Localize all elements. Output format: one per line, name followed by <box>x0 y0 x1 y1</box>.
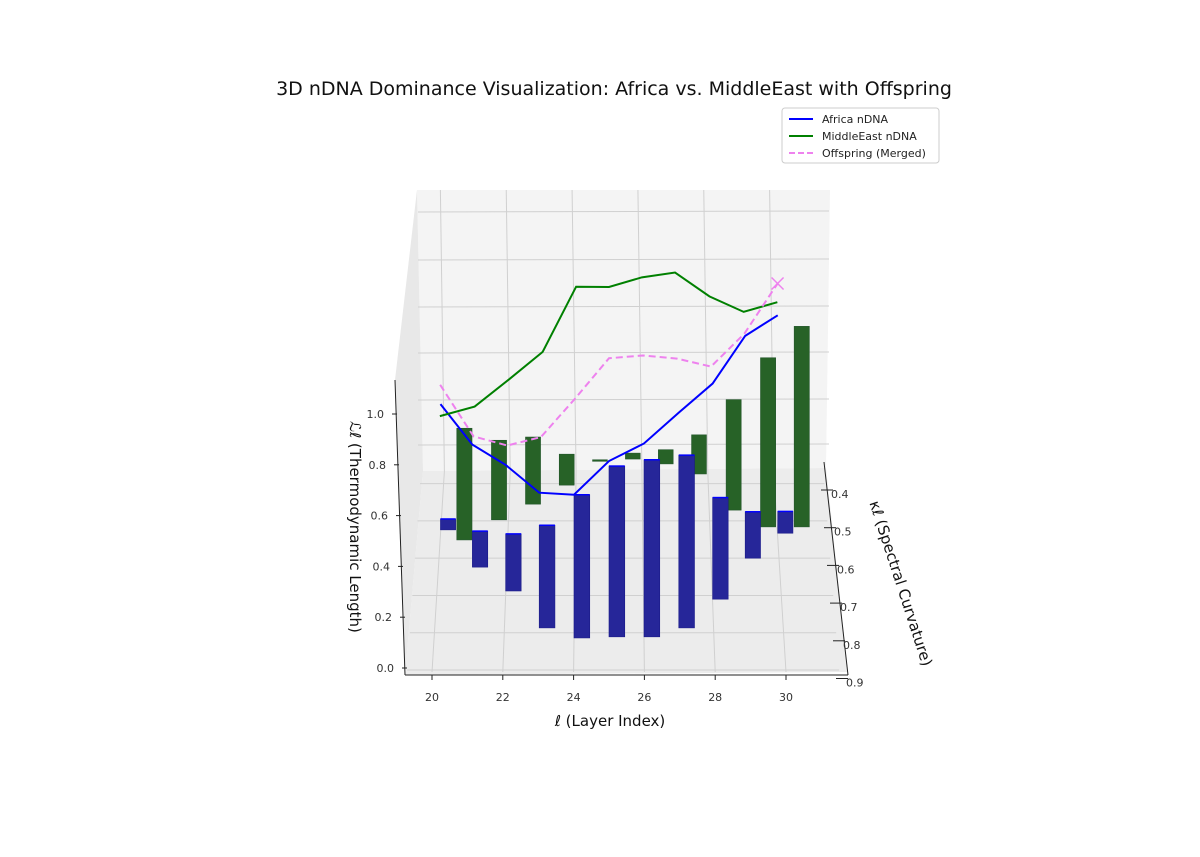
bars <box>440 326 810 639</box>
bar-middleeast-20 <box>456 427 473 541</box>
legend-label-africa: Africa nDNA <box>822 113 889 126</box>
y-tick-label: 0.4 <box>831 488 849 501</box>
bar-africa-27 <box>678 454 695 629</box>
bar-middleeast-23 <box>558 453 575 486</box>
x-axis-label: ℓ (Layer Index) <box>554 712 666 730</box>
x-tick-label: 20 <box>425 691 439 704</box>
bar-middleeast-30 <box>793 326 810 528</box>
y-tick-label: 0.7 <box>840 601 858 614</box>
offspring-end-marker <box>771 276 785 291</box>
y-tick-label: 0.8 <box>843 639 861 652</box>
bar-middleeast-28 <box>725 399 742 511</box>
z-tick-label: 0.2 <box>375 611 393 624</box>
bar-middleeast-25 <box>625 452 641 460</box>
bar-africa-29 <box>744 511 761 559</box>
bar-africa-30 <box>777 511 794 534</box>
bar-middleeast-29 <box>760 357 776 528</box>
z-tick-label: 0.0 <box>377 662 395 675</box>
grid-line <box>417 258 830 261</box>
grid-line <box>417 351 830 354</box>
x-tick-label: 22 <box>496 691 510 704</box>
bar-middleeast-22 <box>525 436 541 505</box>
legend: Africa nDNA MiddleEast nDNA Offspring (M… <box>781 107 940 164</box>
grid-line <box>505 189 511 472</box>
side-pane <box>395 190 423 675</box>
series-lines <box>439 271 785 496</box>
legend-label-middleeast: MiddleEast nDNA <box>822 130 917 143</box>
x-tick-label: 30 <box>779 691 793 704</box>
chart-title: 3D nDNA Dominance Visualization: Africa … <box>276 78 952 100</box>
grid-line <box>571 189 577 472</box>
bar-africa-26 <box>643 459 661 638</box>
series-line-1 <box>439 271 778 418</box>
floor-pane <box>405 468 848 675</box>
axes: 20 22 24 26 28 30 0.4 0.5 0.6 0.7 0.8 0.9 0.0 0.2 0.4 0… <box>367 379 864 704</box>
z-tick-label: 0.8 <box>369 459 387 472</box>
grid-line <box>703 189 709 472</box>
x-tick-label: 24 <box>567 691 581 704</box>
grid-line <box>707 470 716 673</box>
bar-africa-25 <box>608 465 626 638</box>
z-axis-line <box>394 379 406 676</box>
bar-africa-24 <box>573 494 591 639</box>
bar-middleeast-21 <box>491 439 507 521</box>
series-line-0 <box>439 314 779 496</box>
grid-line <box>417 210 830 213</box>
grid-line <box>439 189 445 472</box>
grid-line <box>637 189 643 472</box>
z-axis-label: ℒℓ (Thermodynamic Length) <box>346 421 364 633</box>
y-tick-label: 0.9 <box>846 677 864 690</box>
z-tick-label: 0.4 <box>373 560 391 573</box>
bar-middleeast-26 <box>658 449 674 465</box>
y-tick-label: 0.5 <box>834 526 852 539</box>
bar-africa-23 <box>538 524 556 629</box>
bar-africa-20 <box>440 518 456 531</box>
z-tick-label: 0.6 <box>371 510 389 523</box>
x-tick-label: 28 <box>708 691 722 704</box>
bar-africa-22 <box>505 533 522 592</box>
bar-africa-28 <box>712 497 729 600</box>
bar-middleeast-24 <box>592 459 608 462</box>
y-tick-label: 0.6 <box>837 563 855 576</box>
x-tick-label: 26 <box>637 691 651 704</box>
grid-line <box>641 470 645 673</box>
grid-line <box>431 470 445 673</box>
legend-box <box>781 107 940 164</box>
z-tick-label: 1.0 <box>367 408 385 421</box>
bar-africa-21 <box>472 530 489 568</box>
y-axis-label: κℓ (Spectral Curvature) <box>865 498 936 668</box>
y-axis-line <box>823 461 849 676</box>
legend-label-offspring: Offspring (Merged) <box>822 147 926 160</box>
series-line-2 <box>439 282 779 447</box>
